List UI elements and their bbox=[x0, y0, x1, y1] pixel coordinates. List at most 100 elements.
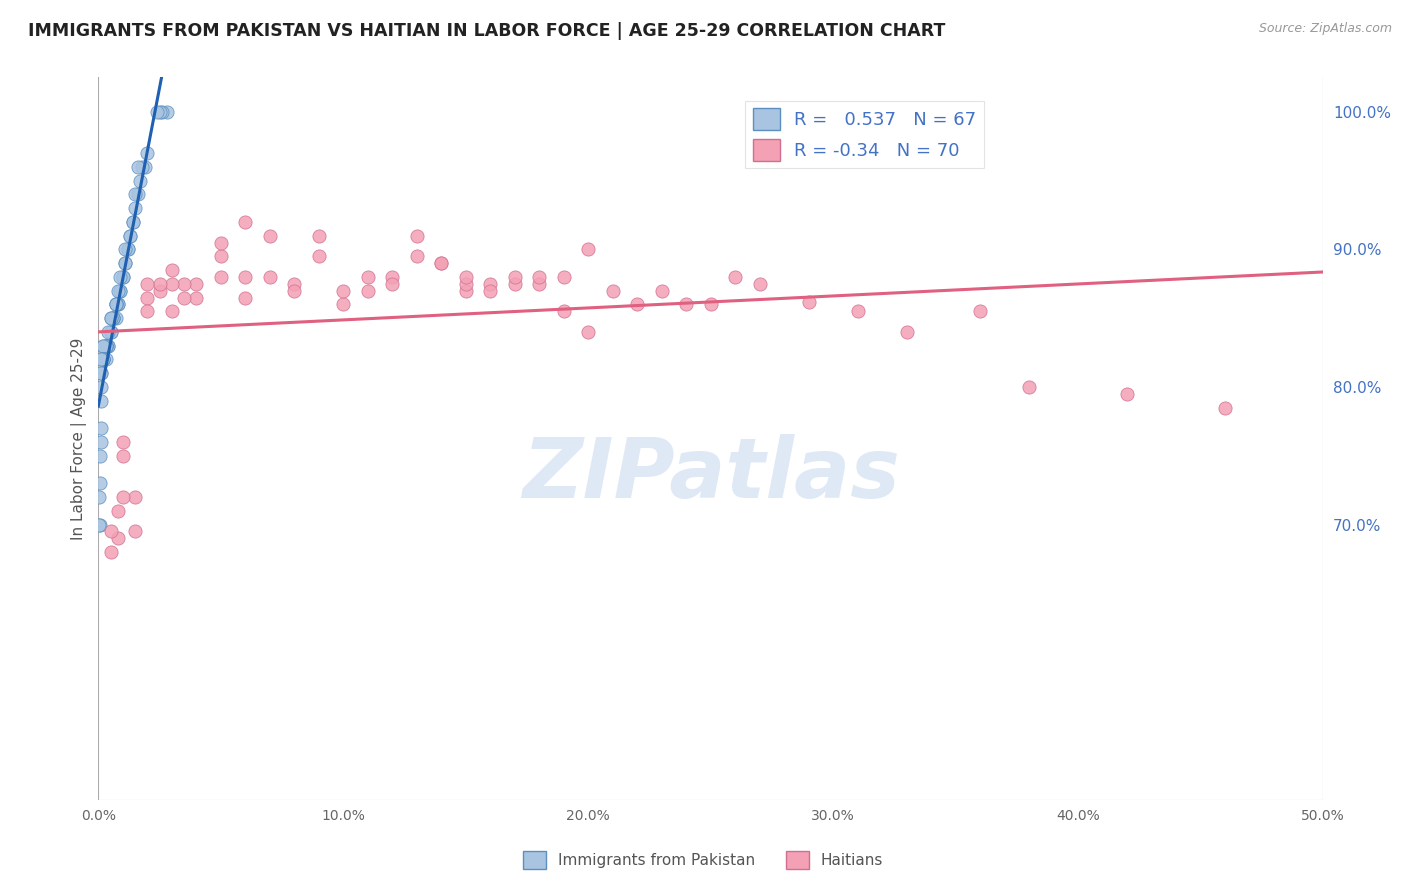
Point bbox=[120, 228, 142, 243]
Point bbox=[87, 490, 110, 504]
Point bbox=[100, 325, 122, 339]
Point bbox=[121, 215, 143, 229]
Point bbox=[91, 339, 114, 353]
Legend: R =   0.537   N = 67, R = -0.34   N = 70: R = 0.537 N = 67, R = -0.34 N = 70 bbox=[745, 101, 984, 169]
Point bbox=[602, 284, 624, 298]
Point bbox=[111, 269, 134, 284]
Point bbox=[576, 325, 599, 339]
Point bbox=[101, 311, 124, 326]
Point bbox=[209, 249, 232, 263]
Point bbox=[186, 277, 208, 291]
Point bbox=[110, 284, 132, 298]
Point bbox=[797, 294, 820, 309]
Point bbox=[100, 311, 122, 326]
Point bbox=[430, 256, 453, 270]
Point bbox=[89, 476, 111, 491]
Point bbox=[529, 269, 551, 284]
Point bbox=[651, 284, 673, 298]
Point bbox=[332, 284, 354, 298]
Point bbox=[1213, 401, 1236, 415]
Point bbox=[100, 545, 122, 559]
Point bbox=[127, 160, 149, 174]
Point bbox=[110, 284, 132, 298]
Point bbox=[748, 277, 770, 291]
Point bbox=[90, 352, 112, 367]
Point bbox=[381, 269, 404, 284]
Text: IMMIGRANTS FROM PAKISTAN VS HAITIAN IN LABOR FORCE | AGE 25-29 CORRELATION CHART: IMMIGRANTS FROM PAKISTAN VS HAITIAN IN L… bbox=[28, 22, 945, 40]
Point bbox=[149, 284, 172, 298]
Point bbox=[94, 339, 117, 353]
Point bbox=[405, 249, 427, 263]
Point bbox=[160, 263, 183, 277]
Point bbox=[186, 291, 208, 305]
Point bbox=[100, 524, 122, 539]
Point bbox=[104, 297, 127, 311]
Point bbox=[107, 532, 129, 546]
Point bbox=[308, 249, 330, 263]
Point bbox=[97, 339, 120, 353]
Point bbox=[454, 284, 477, 298]
Point bbox=[107, 297, 129, 311]
Point bbox=[90, 366, 112, 380]
Point bbox=[131, 160, 153, 174]
Point bbox=[94, 352, 117, 367]
Point bbox=[91, 339, 114, 353]
Point bbox=[173, 277, 195, 291]
Point bbox=[89, 517, 111, 532]
Point bbox=[129, 173, 152, 187]
Point bbox=[576, 243, 599, 257]
Point bbox=[136, 146, 159, 161]
Point bbox=[209, 269, 232, 284]
Point bbox=[479, 284, 502, 298]
Point bbox=[114, 256, 136, 270]
Point bbox=[357, 269, 380, 284]
Point bbox=[117, 243, 139, 257]
Point bbox=[156, 104, 179, 119]
Point bbox=[114, 256, 136, 270]
Point bbox=[101, 311, 124, 326]
Point bbox=[90, 366, 112, 380]
Point bbox=[846, 304, 869, 318]
Point bbox=[124, 187, 146, 202]
Point bbox=[111, 435, 134, 450]
Point bbox=[626, 297, 648, 311]
Point bbox=[104, 297, 127, 311]
Point bbox=[357, 284, 380, 298]
Point bbox=[209, 235, 232, 250]
Point bbox=[149, 277, 172, 291]
Point bbox=[1018, 380, 1040, 394]
Point bbox=[97, 325, 120, 339]
Point bbox=[91, 352, 114, 367]
Text: Source: ZipAtlas.com: Source: ZipAtlas.com bbox=[1258, 22, 1392, 36]
Point bbox=[90, 421, 112, 435]
Point bbox=[107, 297, 129, 311]
Point bbox=[94, 339, 117, 353]
Point bbox=[136, 277, 159, 291]
Point bbox=[91, 352, 114, 367]
Point bbox=[381, 277, 404, 291]
Point bbox=[160, 304, 183, 318]
Point bbox=[308, 228, 330, 243]
Point bbox=[100, 311, 122, 326]
Point bbox=[111, 269, 134, 284]
Point bbox=[675, 297, 697, 311]
Point bbox=[283, 277, 305, 291]
Point bbox=[117, 243, 139, 257]
Point bbox=[90, 352, 112, 367]
Point bbox=[97, 339, 120, 353]
Point bbox=[101, 311, 124, 326]
Point bbox=[149, 104, 172, 119]
Point bbox=[107, 284, 129, 298]
Point bbox=[114, 243, 136, 257]
Point bbox=[134, 160, 156, 174]
Point bbox=[283, 284, 305, 298]
Point bbox=[896, 325, 918, 339]
Point bbox=[121, 215, 143, 229]
Point bbox=[120, 228, 142, 243]
Point bbox=[700, 297, 723, 311]
Point bbox=[124, 524, 146, 539]
Point bbox=[1116, 387, 1139, 401]
Point bbox=[124, 201, 146, 215]
Point bbox=[94, 339, 117, 353]
Point bbox=[503, 277, 526, 291]
